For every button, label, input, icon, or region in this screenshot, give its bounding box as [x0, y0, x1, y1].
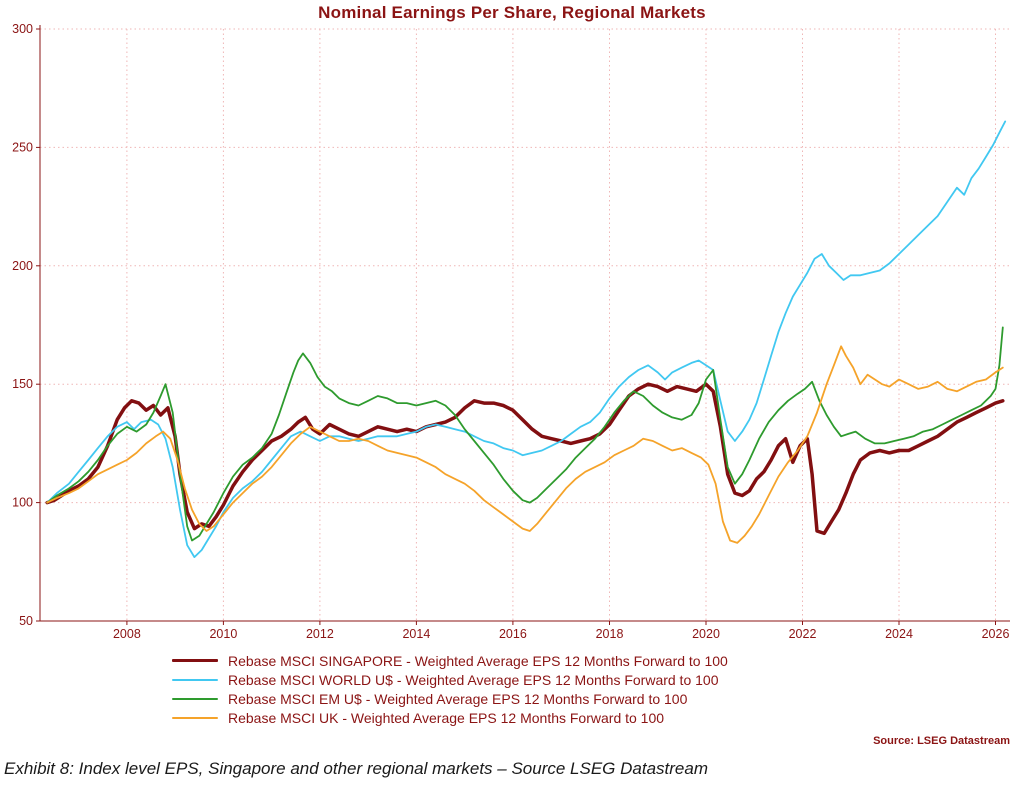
- x-tick-label: 2024: [885, 627, 913, 641]
- exhibit-caption: Exhibit 8: Index level EPS, Singapore an…: [4, 759, 708, 778]
- legend-item-em: Rebase MSCI EM U$ - Weighted Average EPS…: [172, 689, 1024, 708]
- legend-swatch-singapore: [172, 658, 218, 663]
- series-world: [46, 120, 1007, 558]
- legend-swatch-uk: [172, 716, 218, 719]
- legend-swatch-em: [172, 697, 218, 700]
- plot-area: 50 100 150 200 250 300 2008 2010 2012 2014 2016 201…: [12, 23, 1010, 641]
- legend-label-uk: Rebase MSCI UK - Weighted Average EPS 12…: [228, 709, 665, 726]
- series-singapore: [45, 382, 1005, 536]
- series-em: [46, 326, 1004, 542]
- legend-label-singapore: Rebase MSCI SINGAPORE - Weighted Average…: [228, 652, 728, 669]
- y-tick-label: 250: [12, 140, 33, 154]
- legend-item-singapore: Rebase MSCI SINGAPORE - Weighted Average…: [172, 651, 1024, 670]
- legend-item-world: Rebase MSCI WORLD U$ - Weighted Average …: [172, 670, 1024, 689]
- y-tick-label: 300: [12, 23, 33, 36]
- legend-item-uk: Rebase MSCI UK - Weighted Average EPS 12…: [172, 708, 1024, 727]
- x-tick-label: 2026: [982, 627, 1010, 641]
- legend-swatch-world: [172, 678, 218, 681]
- x-tick-label: 2022: [789, 627, 817, 641]
- source-note: Source: LSEG Datastream: [873, 735, 1010, 747]
- chart-title: Nominal Earnings Per Share, Regional Mar…: [318, 3, 706, 22]
- x-tick-label: 2010: [209, 627, 237, 641]
- x-tick-label: 2020: [692, 627, 720, 641]
- series-uk: [46, 345, 1004, 544]
- y-tick-label: 150: [12, 377, 33, 391]
- legend-label-em: Rebase MSCI EM U$ - Weighted Average EPS…: [228, 690, 688, 707]
- x-tick-label: 2016: [499, 627, 527, 641]
- legend-label-world: Rebase MSCI WORLD U$ - Weighted Average …: [228, 671, 719, 688]
- y-tick-label: 200: [12, 259, 33, 273]
- y-tick-label: 50: [19, 614, 33, 628]
- x-tick-label: 2012: [306, 627, 334, 641]
- y-tick-label: 100: [12, 496, 33, 510]
- x-tick-label: 2014: [402, 627, 430, 641]
- legend: Rebase MSCI SINGAPORE - Weighted Average…: [172, 651, 1024, 727]
- x-tick-label: 2008: [113, 627, 141, 641]
- x-tick-label: 2018: [596, 627, 624, 641]
